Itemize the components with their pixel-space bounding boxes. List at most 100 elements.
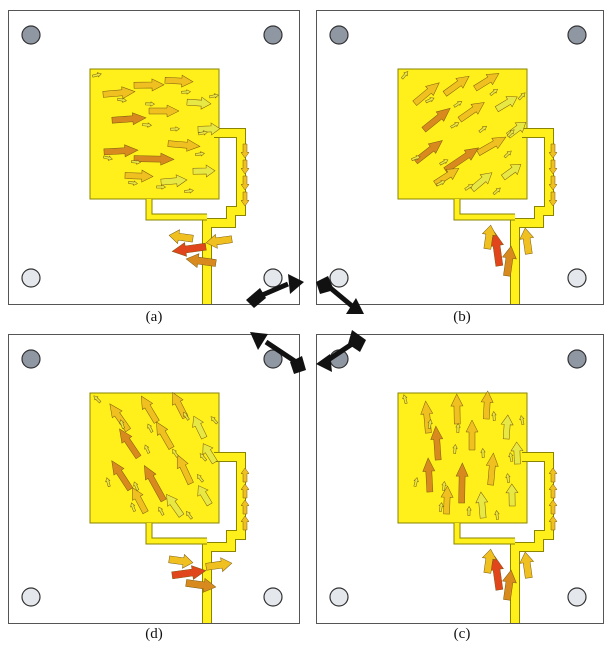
small-current-arrow [505, 473, 511, 483]
screw-hole-icon [21, 25, 41, 45]
current-arrow [197, 485, 213, 507]
line-current-arrow [240, 483, 250, 499]
small-current-arrow [425, 97, 435, 104]
panel-c [316, 334, 604, 624]
current-arrow [124, 169, 154, 183]
feed-current-arrow [185, 253, 217, 268]
small-current-arrow [199, 453, 208, 462]
feed-current-arrow [502, 245, 517, 277]
screw-hole-icon [567, 25, 587, 45]
feed-current-arrow [171, 242, 207, 257]
current-arrow [133, 78, 165, 92]
feed-current-arrow [519, 227, 535, 255]
line-current-arrow [548, 143, 558, 159]
feed-line [145, 128, 246, 304]
small-current-arrow [119, 419, 125, 429]
feed-current-arrow [481, 224, 497, 250]
screw-hole-icon [263, 349, 283, 369]
small-current-arrow [172, 448, 179, 458]
current-arrow [440, 485, 454, 515]
small-current-arrow [489, 88, 498, 97]
line-current-arrow [548, 483, 558, 499]
small-current-arrow [517, 92, 526, 101]
current-arrow [500, 164, 522, 181]
small-current-arrow [92, 72, 102, 78]
small-current-arrow [491, 411, 497, 421]
feed-current-arrow [489, 231, 504, 267]
small-current-arrow [145, 101, 155, 107]
current-arrow [119, 428, 142, 460]
current-arrows [400, 71, 558, 277]
small-current-arrow [411, 155, 421, 161]
line-current-arrow [240, 467, 250, 483]
feed-line [453, 452, 554, 623]
small-current-arrow [210, 416, 219, 425]
screw-hole-icon [567, 587, 587, 607]
small-current-arrow [133, 481, 140, 491]
current-arrow [156, 421, 175, 450]
line-current-arrow [240, 175, 250, 191]
current-arrows [93, 392, 250, 593]
small-current-arrow [181, 89, 191, 95]
small-current-arrow [130, 502, 136, 512]
caption-b: (b) [453, 309, 471, 325]
line-current-arrow [548, 515, 558, 531]
small-current-arrow [186, 511, 193, 520]
current-arrow [192, 415, 208, 440]
small-current-arrow [478, 125, 487, 133]
current-arrow [144, 464, 167, 503]
small-current-arrow [466, 506, 472, 516]
small-current-arrow [170, 126, 180, 132]
current-arrow [485, 452, 499, 486]
line-current-arrow [240, 499, 250, 515]
small-current-arrow [93, 395, 102, 404]
small-current-arrow [103, 155, 113, 161]
feed-current-arrow [481, 548, 497, 574]
current-arrow [412, 82, 440, 106]
current-arrow [164, 74, 194, 88]
current-arrow [450, 393, 464, 425]
small-current-arrow [494, 510, 500, 520]
caption-c: (c) [453, 626, 471, 642]
line-current-arrow [240, 191, 250, 207]
caption-d: (d) [145, 626, 163, 642]
current-arrow [465, 419, 479, 451]
current-arrow [473, 73, 500, 92]
current-arrow [505, 483, 519, 507]
feed-line [145, 452, 246, 623]
small-current-arrow [441, 481, 447, 491]
current-arrow [457, 102, 485, 123]
current-arrow [422, 457, 436, 493]
current-arrow [176, 453, 194, 486]
cycle-arrow-a-to-b [246, 274, 304, 308]
current-arrow [469, 172, 493, 193]
screw-hole-icon [263, 25, 283, 45]
small-current-arrow [453, 101, 463, 108]
small-current-arrow [117, 97, 127, 103]
rotation-cycle-arrows-icon [246, 274, 366, 374]
current-arrow [140, 395, 160, 424]
small-current-arrow [519, 415, 525, 425]
current-arrow [111, 112, 147, 126]
small-current-arrow [438, 502, 444, 512]
small-current-arrow [400, 71, 409, 80]
small-current-arrow [503, 150, 512, 159]
line-current-arrow [548, 191, 558, 207]
small-current-arrow [480, 448, 486, 458]
current-arrows [92, 72, 250, 268]
small-current-arrow [156, 184, 166, 190]
line-current-arrow [548, 467, 558, 483]
feed-current-arrow [489, 555, 504, 591]
small-current-arrow [506, 129, 515, 138]
small-current-arrow [455, 423, 461, 433]
current-arrow [192, 164, 216, 178]
panel-d [8, 334, 300, 624]
small-current-arrow [195, 151, 205, 157]
current-arrow [442, 75, 470, 97]
feed-current-arrow [205, 557, 233, 573]
line-current-arrow [240, 515, 250, 531]
current-arrow [421, 107, 451, 133]
small-current-arrow [198, 130, 208, 136]
current-arrow [430, 425, 444, 461]
screw-hole-icon [567, 349, 587, 369]
